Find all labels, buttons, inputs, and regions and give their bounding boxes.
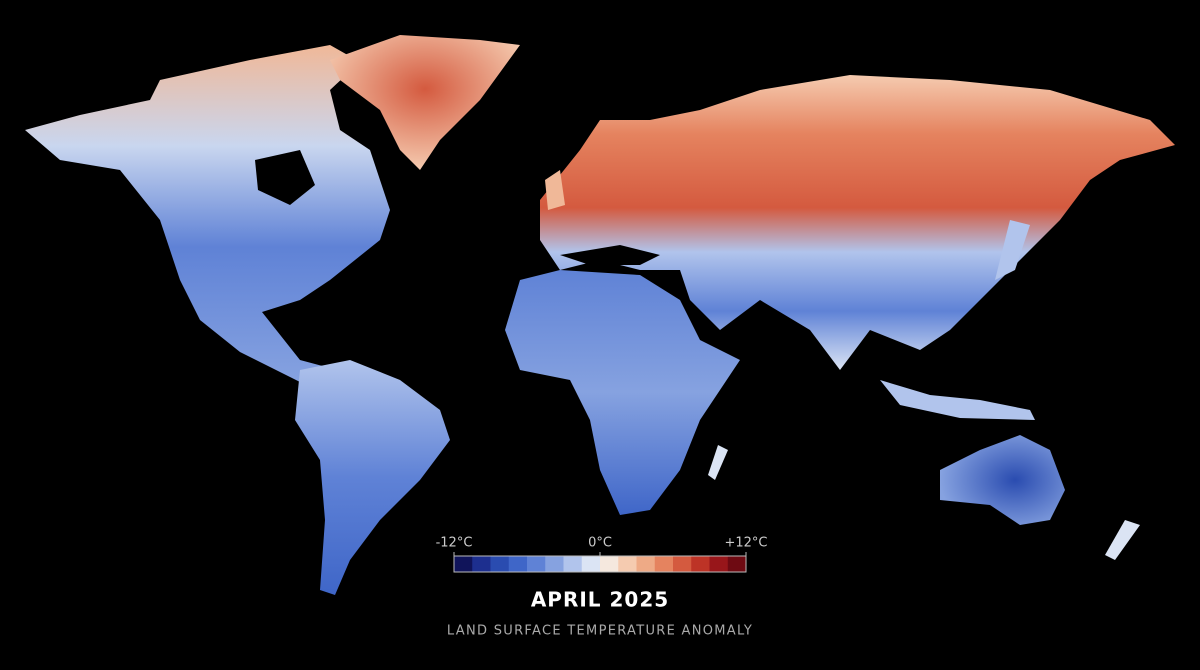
colorbar-segment xyxy=(709,556,729,572)
colorbar-segment xyxy=(654,556,674,572)
south-america xyxy=(295,360,450,595)
colorbar-label: -12°C xyxy=(436,536,473,551)
madagascar xyxy=(708,445,728,480)
colorbar-segment xyxy=(618,556,637,572)
colorbar-segment xyxy=(581,556,601,572)
north-america xyxy=(25,45,390,382)
japan xyxy=(995,220,1030,280)
colorbar-segment xyxy=(490,556,510,572)
colorbar-label: 0°C xyxy=(588,536,612,551)
australia xyxy=(940,435,1065,525)
map-subtitle: LAND SURFACE TEMPERATURE ANOMALY xyxy=(447,624,753,639)
colorbar-segment xyxy=(472,556,491,572)
africa xyxy=(505,270,740,515)
britain xyxy=(545,170,565,210)
colorbar-segment xyxy=(508,556,528,572)
colorbar-segment xyxy=(636,556,656,572)
new-zealand xyxy=(1105,520,1140,560)
colorbar-label: +12°C xyxy=(724,536,767,551)
indonesia xyxy=(880,380,1035,420)
map-title: APRIL 2025 xyxy=(531,588,669,612)
colorbar-segment xyxy=(527,556,546,572)
hudson-bay xyxy=(255,150,315,205)
colorbar-segment xyxy=(727,556,747,572)
colorbar-segment xyxy=(454,556,473,572)
mediterranean xyxy=(560,245,660,265)
landmasses xyxy=(25,35,1175,595)
colorbar-segment xyxy=(563,556,583,572)
greenland xyxy=(330,35,520,170)
colorbar-segment xyxy=(691,556,710,572)
eurasia xyxy=(540,75,1175,370)
colorbar-segment xyxy=(673,556,692,572)
colorbar-segment xyxy=(545,556,564,572)
colorbar-segment xyxy=(600,556,619,572)
legend: -12°C 0°C +12°C xyxy=(436,536,768,573)
